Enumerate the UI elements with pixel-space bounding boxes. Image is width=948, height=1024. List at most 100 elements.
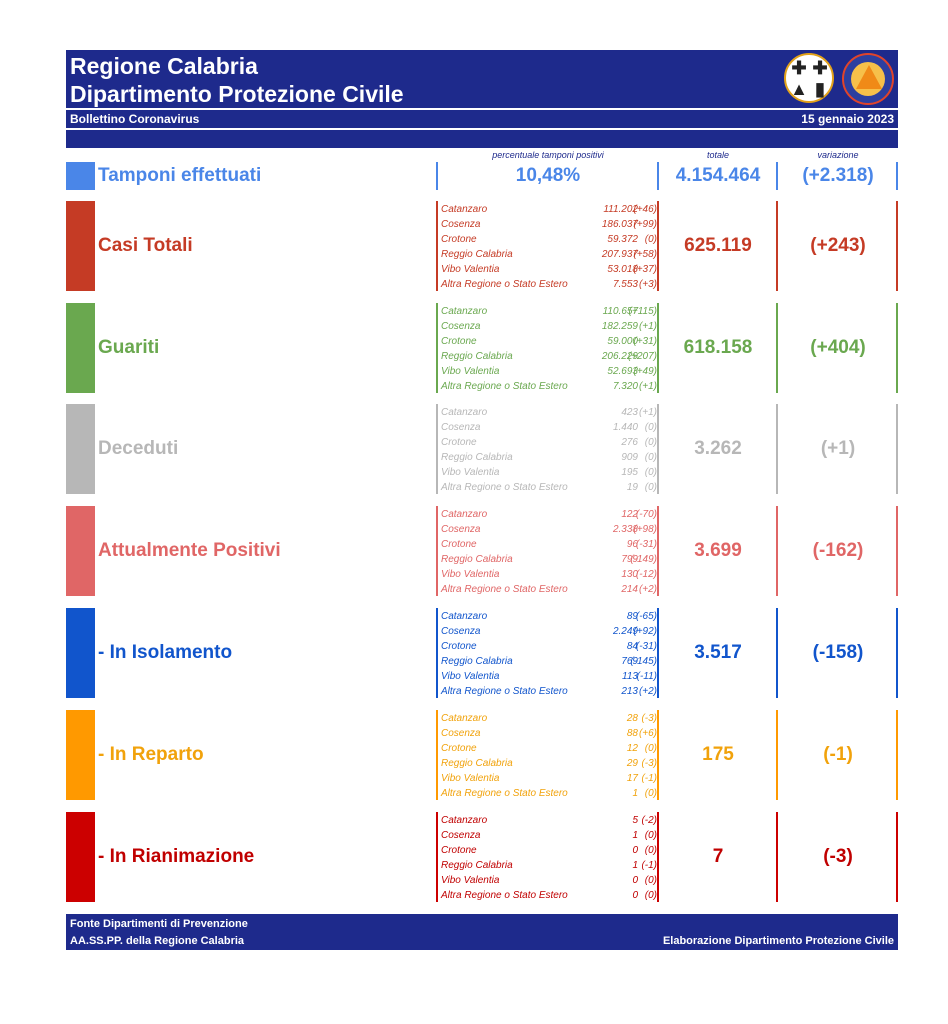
guariti-variation: (+404)	[810, 337, 866, 358]
province-delta: (-3)	[641, 713, 657, 724]
divider	[896, 201, 898, 291]
province-delta: (-31)	[635, 539, 657, 550]
divider	[776, 162, 778, 190]
province-value: 28	[626, 713, 638, 724]
province-row: Reggio Calabria 206.229 (+207)	[441, 349, 657, 364]
province-delta: (-70)	[635, 509, 657, 520]
province-row: Cosenza 88 (+6)	[441, 726, 657, 741]
province-value: 17	[626, 773, 638, 784]
province-value: 59.372	[607, 234, 638, 245]
province-value: 0	[632, 845, 638, 856]
deceduti-swatch	[66, 404, 95, 494]
province-name: Altra Regione o Stato Estero	[441, 890, 568, 901]
province-row: Reggio Calabria 799 (-149)	[441, 552, 657, 567]
province-row: Catanzaro 111.202 (+46)	[441, 202, 657, 217]
province-value: 276	[621, 437, 638, 448]
divider	[657, 506, 659, 596]
divider	[896, 404, 898, 494]
divider	[896, 506, 898, 596]
isolamento-swatch	[66, 608, 95, 698]
province-delta: (0)	[644, 437, 657, 448]
divider	[776, 710, 778, 800]
province-delta: (+31)	[633, 336, 657, 347]
province-row: Catanzaro 5 (-2)	[441, 813, 657, 828]
province-delta: (-3)	[641, 758, 657, 769]
header-band	[66, 130, 898, 148]
province-value: 53.018	[607, 264, 638, 275]
province-name: Vibo Valentia	[441, 773, 500, 784]
province-value: 214	[621, 584, 638, 595]
province-value: 113	[622, 671, 638, 682]
rianimazione-total: 7	[712, 846, 724, 867]
variation-column-header: variazione	[817, 150, 859, 160]
province-value: 59.000	[607, 336, 638, 347]
footer-source-line2: AA.SS.PP. della Regione Calabria	[70, 935, 245, 947]
header-banner: Regione Calabria Dipartimento Protezione…	[66, 50, 898, 108]
divider	[657, 710, 659, 800]
province-delta: (+115)	[628, 306, 657, 317]
province-value: 182.259	[601, 321, 638, 332]
divider	[657, 404, 659, 494]
triangle-icon	[856, 65, 882, 89]
tamponi-percent: 10,48%	[515, 165, 581, 186]
reparto-swatch	[66, 710, 95, 800]
province-row: Cosenza 2.249 (+92)	[441, 624, 657, 639]
divider	[436, 303, 438, 393]
province-delta: (+2)	[638, 686, 657, 697]
province-name: Catanzaro	[441, 204, 488, 215]
province-row: Crotone 0 (0)	[441, 843, 657, 858]
divider	[776, 608, 778, 698]
province-row: Crotone 59.000 (+31)	[441, 334, 657, 349]
province-row: Crotone 59.372 (0)	[441, 232, 657, 247]
province-row: Cosenza 1 (0)	[441, 828, 657, 843]
province-name: Vibo Valentia	[441, 366, 500, 377]
province-name: Crotone	[441, 845, 477, 856]
province-row: Altra Regione o Stato Estero 7.553 (+3)	[441, 277, 657, 292]
province-row: Vibo Valentia 195 (0)	[441, 465, 657, 480]
divider	[436, 404, 438, 494]
divider	[436, 162, 438, 190]
province-delta: (+46)	[633, 204, 657, 215]
province-value: 909	[621, 452, 638, 463]
province-row: Cosenza 1.440 (0)	[441, 420, 657, 435]
province-value: 769	[621, 656, 638, 667]
province-delta: (-1)	[641, 860, 657, 871]
province-value: 89	[626, 611, 638, 622]
province-row: Vibo Valentia 0 (0)	[441, 873, 657, 888]
province-name: Catanzaro	[441, 509, 488, 520]
department-title: Dipartimento Protezione Civile	[70, 81, 404, 107]
province-row: Altra Regione o Stato Estero 1 (0)	[441, 786, 657, 801]
province-value: 423	[621, 407, 638, 418]
divider	[776, 303, 778, 393]
province-name: Crotone	[441, 743, 477, 754]
province-name: Reggio Calabria	[441, 656, 513, 667]
province-value: 206.229	[601, 351, 638, 362]
region-title: Regione Calabria	[70, 53, 258, 79]
province-delta: (0)	[644, 875, 657, 886]
footer-source-line1: Fonte Dipartimenti di Prevenzione	[70, 918, 248, 930]
divider	[896, 608, 898, 698]
province-name: Vibo Valentia	[441, 467, 500, 478]
province-row: Reggio Calabria 29 (-3)	[441, 756, 657, 771]
positivi-variation: (-162)	[812, 540, 864, 561]
province-delta: (-11)	[636, 671, 657, 682]
province-name: Vibo Valentia	[441, 264, 500, 275]
province-name: Reggio Calabria	[441, 249, 513, 260]
protezione-civile-logo	[842, 53, 894, 105]
province-name: Cosenza	[441, 524, 481, 535]
tamponi-label: Tamponi effettuati	[98, 165, 262, 186]
province-row: Vibo Valentia 113 (-11)	[441, 669, 657, 684]
province-name: Cosenza	[441, 422, 481, 433]
divider	[896, 162, 898, 190]
province-delta: (-31)	[635, 641, 657, 652]
province-delta: (-2)	[641, 815, 657, 826]
province-name: Crotone	[441, 641, 477, 652]
province-delta: (0)	[644, 743, 657, 754]
rianimazione-variation: (-3)	[823, 846, 853, 867]
province-delta: (0)	[644, 467, 657, 478]
province-row: Cosenza 2.338 (+98)	[441, 522, 657, 537]
province-row: Vibo Valentia 53.018 (+37)	[441, 262, 657, 277]
province-row: Catanzaro 89 (-65)	[441, 609, 657, 624]
province-name: Cosenza	[441, 321, 481, 332]
province-name: Altra Regione o Stato Estero	[441, 788, 568, 799]
